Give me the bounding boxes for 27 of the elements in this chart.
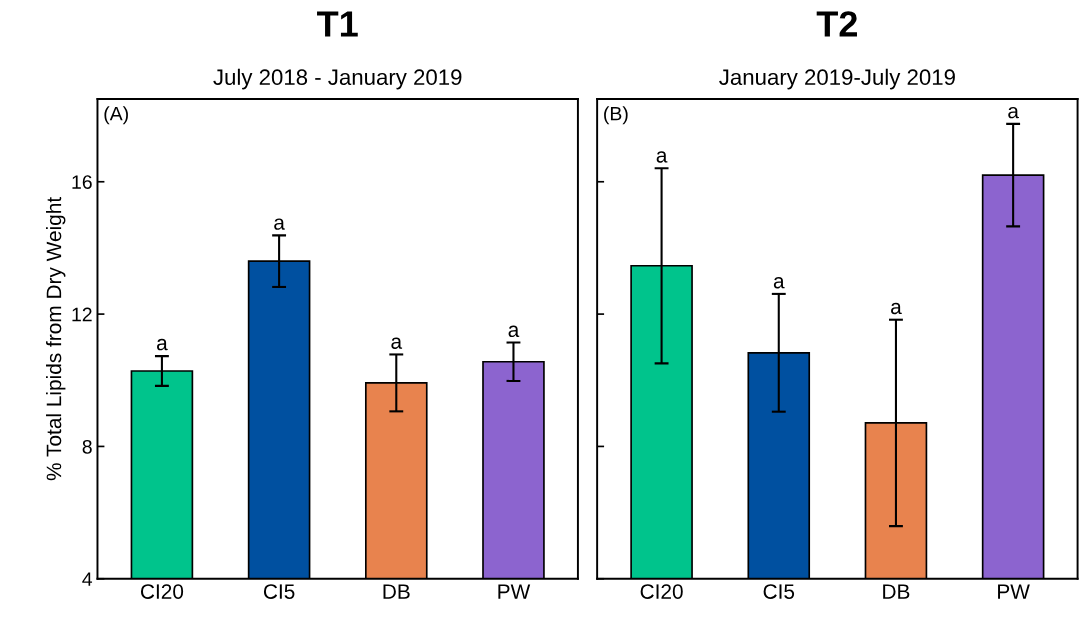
chart-title: T2 [816,11,857,37]
annotation: (B) [604,106,628,125]
annotation: a [1008,106,1019,119]
annotation: a [274,218,285,230]
annotation: a [508,325,520,338]
y-axis-title: % Total Lipids from Dry Weight [46,197,66,481]
x-tick-label: CI5 [263,584,295,599]
y-tick-label: 16 [72,175,92,189]
chart-title: T1 [317,11,358,37]
x-tick-label: CI20 [140,584,184,599]
x-tick-label: PW [498,584,531,599]
annotation: a [157,338,168,351]
annotation: a [391,337,403,349]
x-tick-label: CI20 [640,584,683,599]
annotation: a [656,151,668,163]
annotation: a [891,302,902,315]
x-tick-label: DB [883,584,910,599]
x-tick-label: CI5 [763,584,795,599]
x-tick-label: DB [383,584,410,599]
y-tick-label: 4 [82,572,93,586]
y-tick-label: 12 [72,307,92,322]
chart-subtitle: January 2019-July 2019 [719,68,955,90]
annotation: a [773,276,785,289]
annotation: (A) [104,106,128,125]
x-tick-label: PW [998,584,1030,599]
y-tick-label: 8 [82,439,92,454]
chart-subtitle: July 2018 - January 2019 [213,68,462,90]
